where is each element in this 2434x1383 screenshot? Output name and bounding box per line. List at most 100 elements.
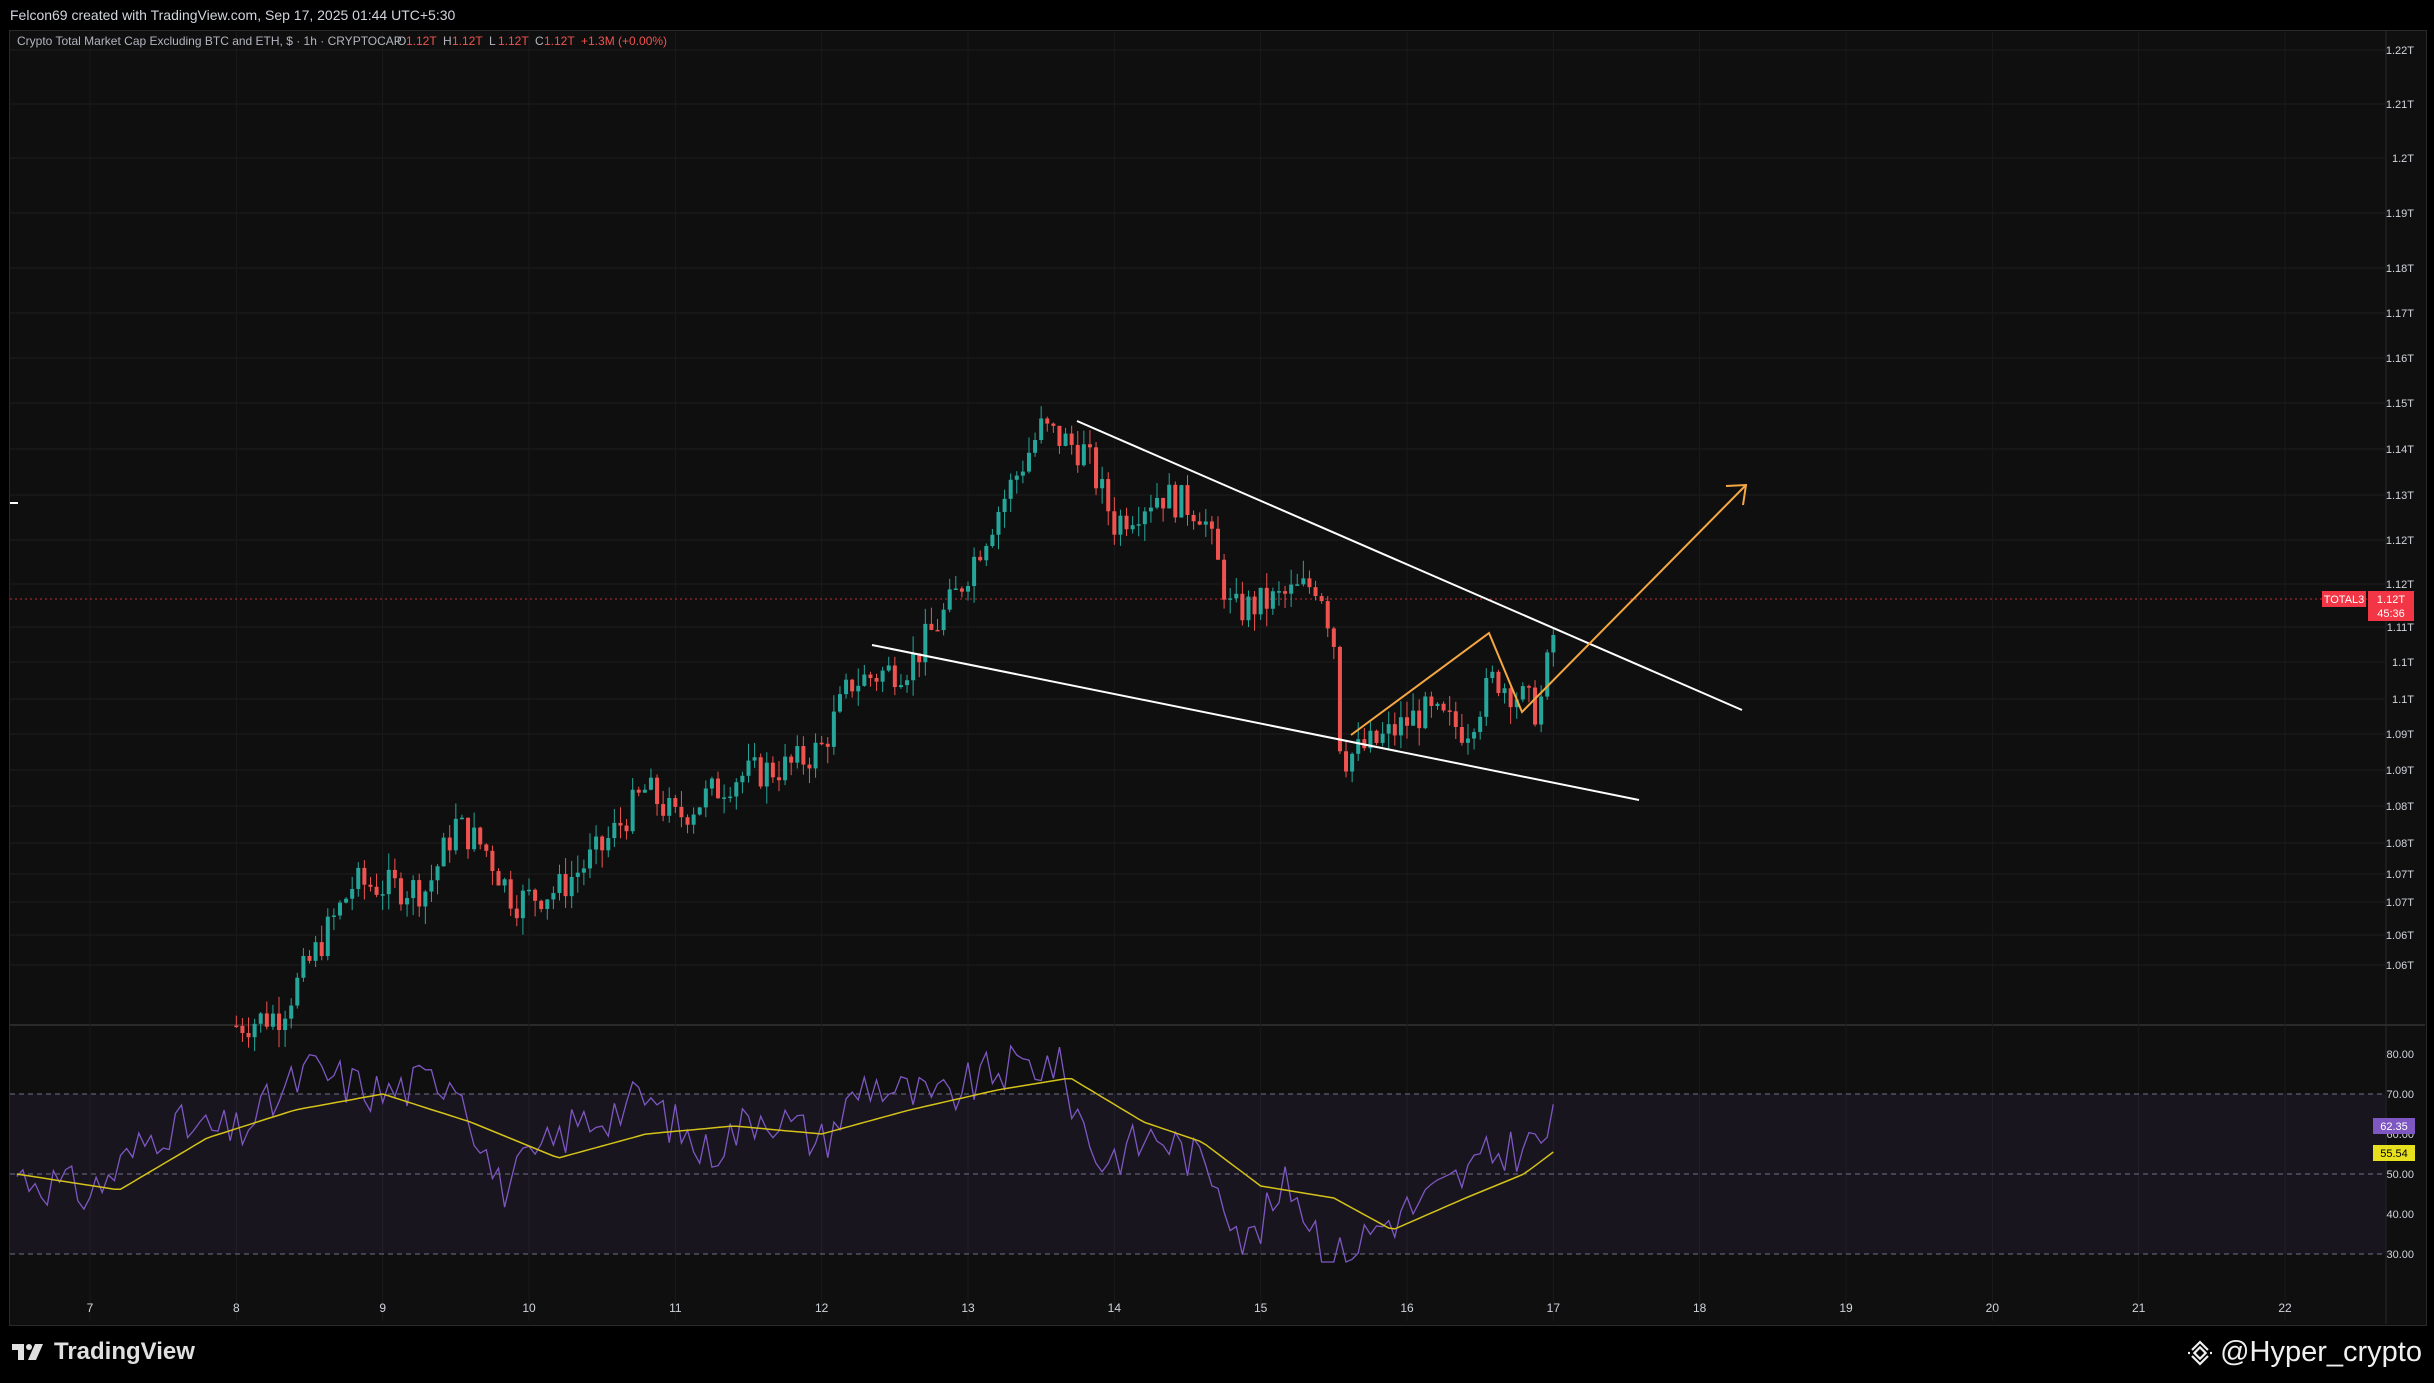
candle-up xyxy=(752,757,757,761)
candle-up xyxy=(557,874,562,894)
candle-up xyxy=(258,1013,263,1024)
candle-down xyxy=(1209,521,1214,529)
candle-down xyxy=(246,1033,251,1038)
candle-up xyxy=(996,511,1001,535)
time-tick-label: 13 xyxy=(961,1301,975,1315)
rsi-level-label: 50.00 xyxy=(2386,1169,2414,1181)
price-tick-label: 1.12T xyxy=(2386,535,2414,547)
candle-down xyxy=(929,623,934,630)
candle-down xyxy=(1264,587,1269,609)
candle-down xyxy=(1526,686,1531,688)
candle-down xyxy=(1173,484,1178,518)
candle-up xyxy=(1155,497,1160,508)
candle-down xyxy=(533,889,538,901)
candle-up xyxy=(612,822,617,839)
price-tick-label: 1.06T xyxy=(2386,930,2414,942)
candle-up xyxy=(697,807,702,815)
candle-up xyxy=(831,711,836,747)
candle-up xyxy=(344,898,349,903)
candle-down xyxy=(770,762,775,778)
candle-up xyxy=(1130,525,1135,530)
orange-arrowhead xyxy=(1725,483,1748,506)
legend-ohlc-value: 1.12T xyxy=(544,34,575,48)
rsi-level-label: 30.00 xyxy=(2386,1249,2414,1261)
candle-up xyxy=(1002,498,1007,512)
candle-down xyxy=(959,588,964,592)
candle-down xyxy=(1087,444,1092,448)
price-tick-label: 1.1T xyxy=(2392,694,2414,706)
candle-down xyxy=(1447,710,1452,712)
candle-up xyxy=(642,789,647,793)
candle-down xyxy=(490,850,495,872)
tradingview-logo[interactable]: TradingView xyxy=(12,1338,195,1366)
time-tick-label: 10 xyxy=(522,1301,536,1315)
candle-down xyxy=(240,1025,245,1034)
candle-up xyxy=(313,942,318,961)
legend-ohlc-label: O xyxy=(397,34,406,48)
candle-down xyxy=(679,806,684,818)
candle-up xyxy=(337,902,342,916)
candle-down xyxy=(374,886,379,895)
candle-down xyxy=(447,837,452,851)
candle-up xyxy=(898,685,903,688)
candle-down xyxy=(624,825,629,832)
candle-up xyxy=(1276,591,1281,593)
candle-down xyxy=(478,827,483,845)
rsi-background xyxy=(10,1027,2385,1321)
candle-down xyxy=(1429,696,1434,707)
candle-up xyxy=(1014,475,1019,480)
rsi-level-label: 40.00 xyxy=(2386,1209,2414,1221)
candle-up xyxy=(1081,444,1086,466)
candle-up xyxy=(703,788,708,808)
time-tick-label: 9 xyxy=(379,1301,386,1315)
candle-up xyxy=(941,609,946,631)
legend-ohlc-label: C xyxy=(535,34,544,48)
candle-up xyxy=(295,977,300,1006)
candle-up xyxy=(1142,511,1147,525)
tradingview-logo-icon xyxy=(12,1344,43,1360)
candle-down xyxy=(1337,646,1342,752)
candle-up xyxy=(953,588,958,590)
candle-up xyxy=(1179,485,1184,518)
candle-down xyxy=(1185,485,1190,515)
candle-down xyxy=(319,942,324,957)
candle-up xyxy=(252,1023,257,1038)
price-tick-label: 1.19T xyxy=(2386,208,2414,220)
candle-up xyxy=(301,955,306,978)
candle-down xyxy=(508,879,513,909)
candle-down xyxy=(234,1025,239,1028)
candle-down xyxy=(673,798,678,807)
candle-down xyxy=(1374,730,1379,743)
candle-up xyxy=(545,899,550,909)
time-tick-label: 20 xyxy=(1986,1301,2000,1315)
candle-up xyxy=(990,534,995,546)
trading-chart[interactable]: 1.22T 1.21T 1.2T 1.19T 1.18T 1.17T 1.16T 1.15T 1… xyxy=(0,0,2434,1326)
candle-down xyxy=(307,955,312,961)
top-bar: Felcon69 created with TradingView.com, S… xyxy=(0,0,2434,30)
candle-up xyxy=(728,796,733,799)
candle-up xyxy=(411,880,416,899)
price-tick-label: 1.22T xyxy=(2386,45,2414,57)
candle-down xyxy=(825,743,830,747)
rsi-band-fill xyxy=(10,1094,2385,1254)
rsi-line xyxy=(16,1044,1554,1263)
candle-down xyxy=(484,844,489,851)
candle-up xyxy=(356,867,361,889)
candle-down xyxy=(417,880,422,907)
candle-up xyxy=(905,680,910,686)
price-tick-label: 1.17T xyxy=(2386,308,2414,320)
price-tick-label: 1.12T xyxy=(2386,579,2414,591)
time-tick-label: 18 xyxy=(1693,1301,1707,1315)
candle-up xyxy=(886,665,891,671)
candle-down xyxy=(1417,710,1422,729)
candle-down xyxy=(1094,447,1099,489)
price-axis: 1.22T 1.21T 1.2T 1.19T 1.18T 1.17T 1.16T 1.15T 1… xyxy=(2386,45,2414,972)
candle-down xyxy=(1112,511,1117,535)
candle-down xyxy=(1252,596,1257,615)
price-tick-label: 1.14T xyxy=(2386,444,2414,456)
candle-up xyxy=(972,556,977,587)
candle-down xyxy=(1075,444,1080,466)
legend-ohlc-label: L xyxy=(489,34,496,48)
time-axis: 7 8 9 10 11 12 13 14 15 16 17 18 19 20 21 22 xyxy=(87,1301,2292,1315)
candle-down xyxy=(801,746,806,765)
